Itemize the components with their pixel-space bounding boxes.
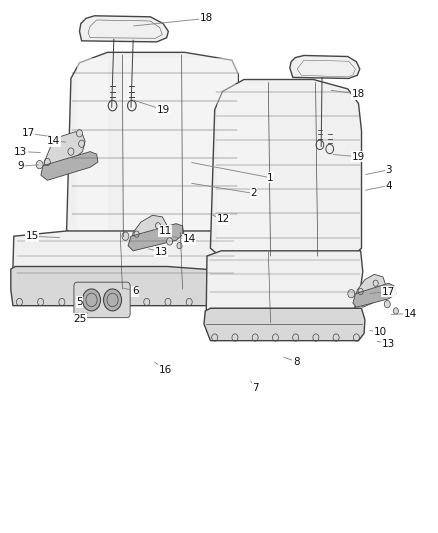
Text: 8: 8	[293, 357, 300, 367]
Polygon shape	[181, 58, 238, 235]
Text: 17: 17	[382, 287, 395, 296]
Polygon shape	[11, 266, 243, 306]
Text: 19: 19	[352, 152, 365, 162]
Polygon shape	[290, 55, 360, 78]
Text: 13: 13	[155, 247, 168, 257]
Circle shape	[82, 289, 101, 311]
Polygon shape	[77, 58, 108, 235]
Polygon shape	[217, 84, 268, 255]
Text: 2: 2	[250, 188, 257, 198]
Polygon shape	[13, 231, 240, 290]
Circle shape	[36, 160, 43, 169]
Text: 1: 1	[267, 173, 274, 183]
Circle shape	[166, 238, 173, 245]
Polygon shape	[223, 293, 240, 308]
Text: 17: 17	[21, 128, 35, 138]
FancyBboxPatch shape	[74, 282, 130, 318]
Text: 6: 6	[132, 286, 138, 296]
Circle shape	[393, 308, 399, 314]
Circle shape	[77, 130, 82, 137]
Polygon shape	[356, 274, 385, 307]
Text: 19: 19	[156, 105, 170, 115]
Circle shape	[103, 289, 122, 311]
Polygon shape	[210, 79, 361, 257]
Text: 10: 10	[374, 327, 386, 337]
Polygon shape	[67, 52, 238, 238]
Text: 5: 5	[76, 297, 83, 307]
Polygon shape	[123, 58, 181, 235]
Text: 7: 7	[252, 383, 259, 393]
Text: 11: 11	[159, 226, 172, 236]
Polygon shape	[204, 308, 365, 341]
Polygon shape	[41, 151, 98, 180]
Text: 3: 3	[385, 165, 392, 175]
Text: 18: 18	[352, 89, 365, 99]
Circle shape	[348, 289, 355, 298]
Polygon shape	[128, 224, 184, 251]
Circle shape	[384, 301, 390, 308]
Circle shape	[177, 243, 182, 249]
Text: 9: 9	[18, 161, 24, 171]
Text: 14: 14	[182, 235, 196, 244]
Text: 14: 14	[403, 309, 417, 319]
Polygon shape	[206, 251, 363, 324]
Text: 4: 4	[385, 181, 392, 190]
Polygon shape	[131, 215, 166, 248]
Polygon shape	[79, 16, 168, 42]
Text: 16: 16	[159, 365, 172, 375]
Text: 12: 12	[217, 214, 230, 224]
Text: 15: 15	[26, 231, 39, 241]
Text: 13: 13	[14, 147, 27, 157]
Text: 14: 14	[47, 136, 60, 146]
Text: 25: 25	[73, 314, 86, 324]
Polygon shape	[353, 283, 396, 307]
Polygon shape	[43, 132, 85, 176]
Text: 13: 13	[382, 339, 395, 349]
Circle shape	[122, 232, 129, 240]
Text: 18: 18	[199, 13, 213, 23]
